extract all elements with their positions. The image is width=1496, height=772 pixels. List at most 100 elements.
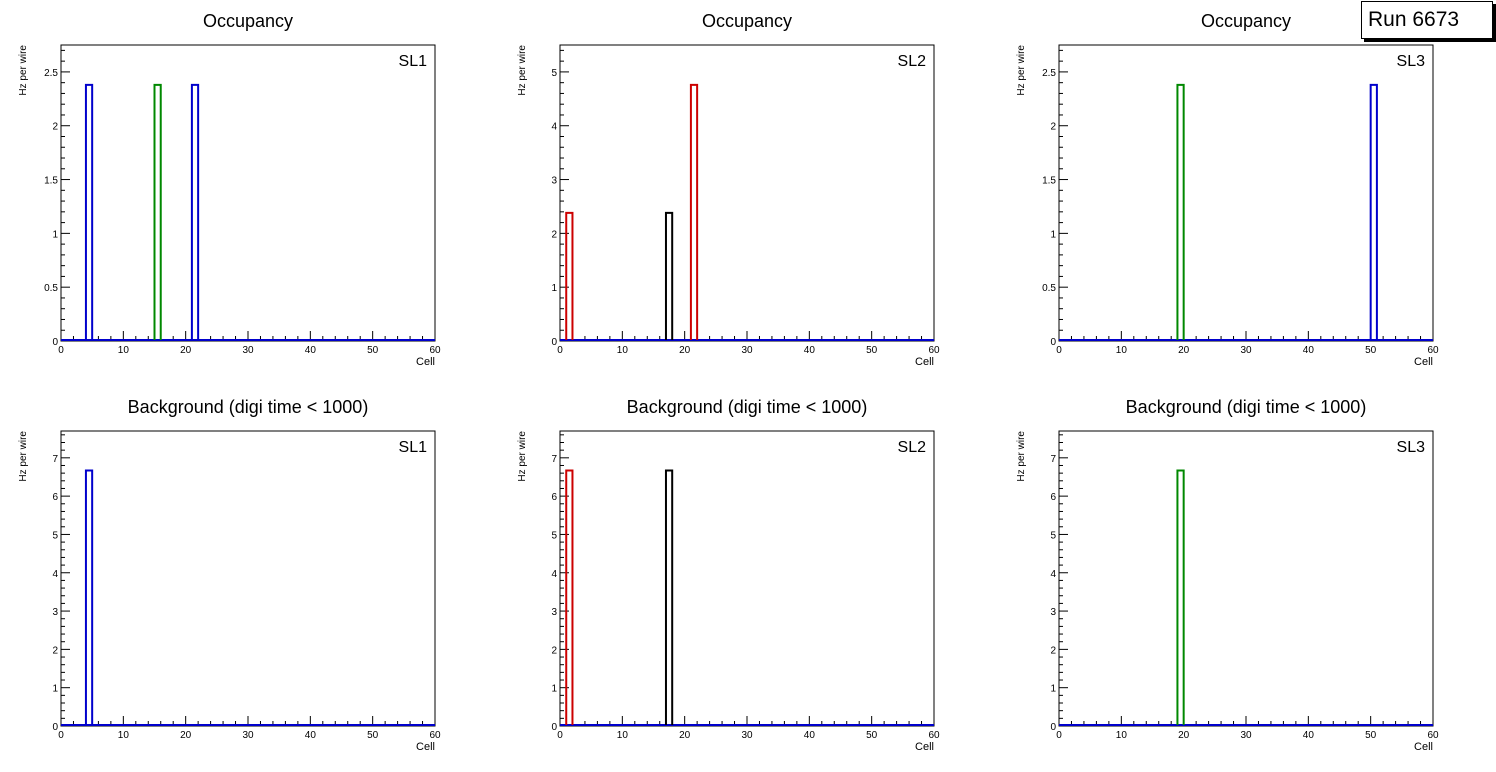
y-tick-label: 7	[551, 454, 557, 465]
y-tick-label: 3	[551, 607, 557, 618]
y-tick-label: 2.5	[1042, 68, 1056, 79]
y-tick-label: 7	[52, 454, 58, 465]
x-tick-label: 60	[928, 730, 940, 741]
plot-title: Occupancy	[203, 11, 293, 31]
y-tick-label: 4	[551, 122, 557, 133]
histogram-bin-red	[565, 211, 574, 340]
run-number-label: Run 6673	[1368, 8, 1460, 31]
x-tick-label: 30	[242, 345, 254, 356]
y-tick-label: 0.5	[1042, 283, 1056, 294]
x-tick-label: 20	[1178, 345, 1190, 356]
y-tick-label: 0	[1050, 722, 1056, 733]
superlayer-label: SL3	[1397, 53, 1426, 70]
y-tick-label: 3	[52, 607, 58, 618]
histogram-bin-blue	[1369, 83, 1378, 340]
x-axis-label: Cell	[915, 741, 934, 753]
plot-title: Occupancy	[702, 11, 792, 31]
y-tick-label: 2	[52, 122, 58, 133]
x-tick-label: 60	[1427, 730, 1439, 741]
x-tick-label: 0	[557, 730, 563, 741]
histogram-panel-2: Occupancy SL2 0 10 20 30 40 50 60 0 1 2 3 4 5 Cell Hz pe…	[517, 11, 940, 368]
run-number-box: Run 6673	[1361, 1, 1493, 39]
x-tick-label: 10	[118, 345, 130, 356]
x-tick-label: 40	[305, 730, 317, 741]
x-tick-label: 50	[866, 345, 878, 356]
y-tick-label: 5	[551, 530, 557, 541]
x-tick-label: 10	[118, 730, 130, 741]
x-tick-label: 40	[1303, 345, 1315, 356]
superlayer-label: SL2	[898, 53, 927, 70]
plot-frame	[60, 44, 436, 342]
x-axis-label: Cell	[1414, 356, 1433, 368]
x-tick-label: 20	[1178, 730, 1190, 741]
x-tick-label: 60	[928, 345, 940, 356]
y-tick-label: 0	[52, 337, 58, 348]
y-tick-label: 3	[1050, 607, 1056, 618]
histogram-bin-green	[1176, 469, 1185, 725]
y-tick-label: 3	[551, 176, 557, 187]
x-tick-label: 30	[741, 730, 753, 741]
plot-title: Background (digi time < 1000)	[128, 397, 369, 417]
x-tick-label: 10	[1116, 730, 1128, 741]
x-tick-label: 60	[1427, 345, 1439, 356]
superlayer-label: SL1	[399, 439, 428, 456]
y-axis-label: Hz per wire	[1016, 45, 1027, 96]
y-tick-label: 0	[551, 722, 557, 733]
y-axis-label: Hz per wire	[517, 45, 528, 96]
plot-frame	[559, 44, 935, 342]
histogram-panel-3: Occupancy SL3 0 10 20 30 40 50 60 0 0.5 1 1.5 2 2.5 Cel…	[1016, 11, 1439, 368]
histogram-bin-green	[153, 83, 162, 340]
x-axis-label: Cell	[1414, 741, 1433, 753]
superlayer-label: SL3	[1397, 439, 1426, 456]
y-axis-label: Hz per wire	[18, 431, 29, 482]
y-tick-label: 1.5	[44, 176, 58, 187]
y-tick-label: 1	[52, 229, 58, 240]
y-tick-label: 0	[551, 337, 557, 348]
x-tick-label: 50	[367, 730, 379, 741]
x-tick-label: 0	[58, 730, 64, 741]
y-tick-label: 6	[1050, 492, 1056, 503]
plot-title: Background (digi time < 1000)	[1126, 397, 1367, 417]
y-tick-label: 6	[52, 492, 58, 503]
histogram-bin-black	[664, 469, 674, 725]
x-tick-label: 20	[679, 345, 691, 356]
y-axis-label: Hz per wire	[517, 431, 528, 482]
x-tick-label: 10	[617, 730, 629, 741]
y-tick-label: 0	[1050, 337, 1056, 348]
y-tick-label: 1	[551, 684, 557, 695]
x-tick-label: 30	[1240, 345, 1252, 356]
y-tick-label: 1.5	[1042, 176, 1056, 187]
y-tick-label: 0	[52, 722, 58, 733]
x-tick-label: 40	[804, 345, 816, 356]
y-axis-label: Hz per wire	[1016, 431, 1027, 482]
x-tick-label: 50	[367, 345, 379, 356]
x-tick-label: 50	[1365, 730, 1377, 741]
y-tick-label: 4	[551, 569, 557, 580]
y-tick-label: 2	[1050, 645, 1056, 656]
superlayer-label: SL2	[898, 439, 927, 456]
y-tick-label: 2	[551, 645, 557, 656]
x-tick-label: 40	[1303, 730, 1315, 741]
plot-title: Background (digi time < 1000)	[627, 397, 868, 417]
y-tick-label: 5	[52, 530, 58, 541]
y-tick-label: 2	[1050, 122, 1056, 133]
x-axis-label: Cell	[915, 356, 934, 368]
y-tick-label: 1	[551, 283, 557, 294]
histogram-bin-black	[664, 211, 674, 340]
histogram-bin-green	[1176, 83, 1185, 340]
y-axis-label: Hz per wire	[18, 45, 29, 96]
y-tick-label: 4	[52, 569, 58, 580]
x-axis-label: Cell	[416, 356, 435, 368]
histogram-bin-blue	[84, 83, 94, 340]
x-tick-label: 30	[741, 345, 753, 356]
histogram-bin-blue	[190, 83, 200, 340]
y-tick-label: 1	[1050, 684, 1056, 695]
y-tick-label: 2	[52, 645, 58, 656]
plot-frame	[559, 430, 935, 727]
y-tick-label: 2	[551, 229, 557, 240]
y-tick-label: 5	[551, 68, 557, 79]
histogram-bin-red	[689, 83, 699, 340]
